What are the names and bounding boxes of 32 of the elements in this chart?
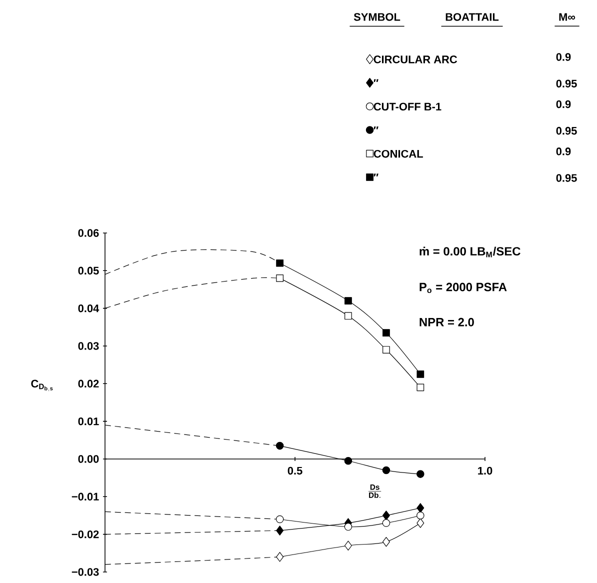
annotation: ṁ = 0.00 LB$_{M}$/SEC (420, 246, 520, 258)
text: BOATTAIL (446, 13, 499, 21)
text: 0.95 (556, 174, 577, 182)
y-tick-label: 0.05 (78, 266, 99, 275)
annotation: NPR = 2.0 (420, 318, 474, 326)
y-axis-title: $\mathbf{C_{D_{b,s}}}$ (31, 380, 53, 392)
legend-label: CIRCULAR ARC (374, 56, 458, 64)
legend-label: CONICAL (374, 150, 423, 158)
legend-label: CUT-OFF B-1 (374, 102, 442, 110)
x-tick-label: 1.0 (478, 466, 492, 475)
text: 0.95 (556, 80, 577, 88)
text: 0.9 (556, 148, 571, 156)
x-axis-title: $\frac{\mathbf{Ds}}{\mathbf{Db.}}$ (368, 484, 382, 498)
text: 0.9 (556, 100, 571, 108)
y-tick-label: −0.03 (72, 568, 99, 576)
x-tick-label: 0.5 (288, 466, 302, 475)
y-tick-label: −0.02 (72, 530, 99, 538)
legend-label: ″ (374, 79, 378, 82)
y-tick-label: 0.04 (78, 304, 100, 312)
y-tick-label: 0.03 (78, 342, 99, 350)
legend-label: ″ (374, 174, 378, 176)
text: SYMBOL (354, 13, 400, 21)
text: 0.9 (556, 53, 571, 61)
y-tick-label: −0.01 (72, 492, 99, 501)
y-tick-label: 0.01 (78, 417, 99, 426)
text: 0.95 (556, 126, 577, 135)
y-tick-label: 0.06 (78, 229, 99, 237)
y-tick-label: 0.00 (78, 455, 99, 463)
text: M∞ (559, 13, 576, 21)
legend-label: ″ (374, 126, 378, 130)
annotation: P$_{o}$ = 2000 PSFA (420, 282, 507, 294)
y-tick-label: 0.02 (78, 380, 99, 388)
